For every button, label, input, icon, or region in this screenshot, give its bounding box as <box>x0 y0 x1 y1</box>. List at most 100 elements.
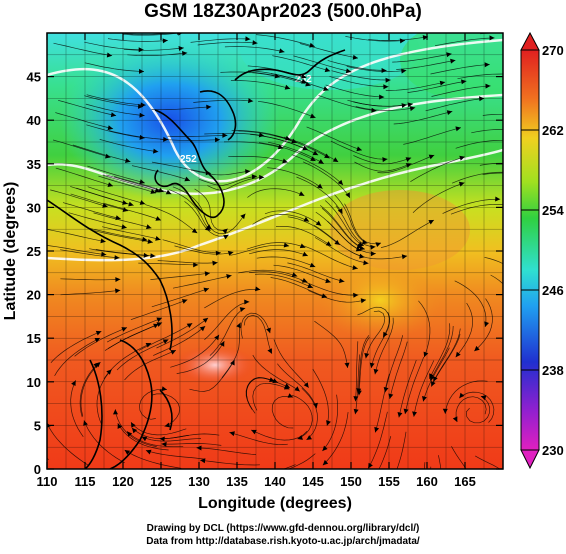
streamline <box>451 446 467 469</box>
wind-arrow <box>428 220 434 225</box>
streamline <box>249 249 309 257</box>
wind-arrow <box>325 241 332 246</box>
wind-arrow <box>101 251 107 257</box>
wind-arrow <box>150 253 156 259</box>
streamline <box>55 112 114 130</box>
wind-arrow <box>455 126 461 132</box>
streamline <box>50 189 108 208</box>
wind-arrow <box>345 68 352 74</box>
y-tick-label: 5 <box>34 418 41 433</box>
y-tick-label: 10 <box>27 375 41 390</box>
wind-arrow <box>106 369 112 375</box>
wind-arrow <box>245 36 251 42</box>
colorbar-label: 230 <box>542 443 564 458</box>
x-tick-label: 165 <box>454 474 476 489</box>
wind-arrow <box>141 436 148 442</box>
wind-arrow <box>294 386 300 392</box>
streamline <box>189 359 235 392</box>
streamline <box>482 172 503 176</box>
credit-data: Data from http://database.rish.kyoto-u.a… <box>146 536 420 547</box>
wind-arrow <box>409 106 416 112</box>
wind-arrow <box>191 228 198 234</box>
streamline <box>47 245 107 256</box>
streamline <box>47 422 88 466</box>
streamline <box>389 341 408 399</box>
wind-arrow <box>170 350 176 355</box>
contour-label-lower: 252 <box>180 154 197 165</box>
wind-arrow <box>139 200 146 205</box>
streamline <box>268 141 324 165</box>
x-axis: 110 115 120 125 130 135 140 145 150 155 160 165 <box>37 33 476 489</box>
wind-arrow <box>142 236 148 242</box>
wind-arrow <box>510 138 515 143</box>
wind-arrow <box>298 191 305 196</box>
streamline <box>474 298 493 352</box>
wind-arrow <box>181 299 188 304</box>
wind-arrow <box>145 449 152 455</box>
wind-arrow <box>303 216 310 222</box>
wind-arrow <box>401 511 406 516</box>
wind-arrow <box>366 485 371 490</box>
wind-arrow <box>356 146 362 152</box>
wind-arrow <box>83 420 88 426</box>
x-tick-label: 130 <box>188 474 210 489</box>
wind-arrow <box>161 386 167 392</box>
streamline <box>167 135 228 137</box>
streamline <box>256 34 315 47</box>
wind-arrow <box>239 307 246 312</box>
wind-arrow <box>266 327 271 334</box>
streamline <box>151 288 210 308</box>
wind-arrow <box>504 202 509 207</box>
x-tick-label: 120 <box>112 474 134 489</box>
wind-arrow <box>375 242 381 247</box>
streamline <box>252 71 311 86</box>
wind-arrow <box>450 58 456 64</box>
y-tick-label: 45 <box>27 70 41 85</box>
streamline <box>229 432 288 445</box>
streamline <box>365 310 386 359</box>
wind-arrow <box>332 157 339 162</box>
wind-arrow <box>474 494 479 500</box>
wind-arrow <box>229 431 235 437</box>
streamline <box>459 391 495 423</box>
wind-arrow <box>93 362 99 368</box>
wind-arrow <box>204 271 210 277</box>
streamline <box>354 354 361 415</box>
wind-arrow <box>240 213 246 220</box>
wind-arrow <box>535 34 540 39</box>
wind-arrow <box>219 341 225 347</box>
colorbar: 270 262 254 246 238 230 <box>520 31 564 470</box>
streamline <box>277 363 317 409</box>
wind-arrow <box>95 330 102 336</box>
wind-arrow <box>251 174 257 180</box>
streamline <box>196 447 257 455</box>
credit-drawing: Drawing by DCL (https://www.gfd-dennou.o… <box>146 523 420 534</box>
wind-arrow <box>124 450 131 455</box>
streamline <box>314 237 369 264</box>
wind-arrow <box>291 272 298 277</box>
wind-arrow <box>401 68 407 74</box>
wind-arrow <box>324 67 331 73</box>
streamline <box>47 229 106 243</box>
x-axis-title: Longitude (degrees) <box>198 495 352 512</box>
streamline <box>318 95 377 112</box>
wind-arrow <box>143 252 149 258</box>
wind-arrow <box>113 409 118 415</box>
streamline <box>246 242 306 250</box>
streamline <box>451 171 503 184</box>
wind-arrow <box>184 176 190 182</box>
wind-arrow <box>146 224 152 230</box>
wind-arrow <box>352 54 358 60</box>
streamline <box>287 262 345 282</box>
wind-arrow <box>274 73 280 79</box>
streamline <box>68 212 127 229</box>
streamline <box>230 80 291 90</box>
streamline <box>438 455 442 469</box>
wind-arrow <box>164 422 171 428</box>
wind-arrow <box>277 144 284 150</box>
y-axis-title: Latitude (degrees) <box>2 182 19 321</box>
wind-arrow <box>244 299 250 305</box>
wind-arrow <box>479 96 485 102</box>
wind-arrow <box>358 241 364 247</box>
wind-arrow <box>369 362 375 368</box>
